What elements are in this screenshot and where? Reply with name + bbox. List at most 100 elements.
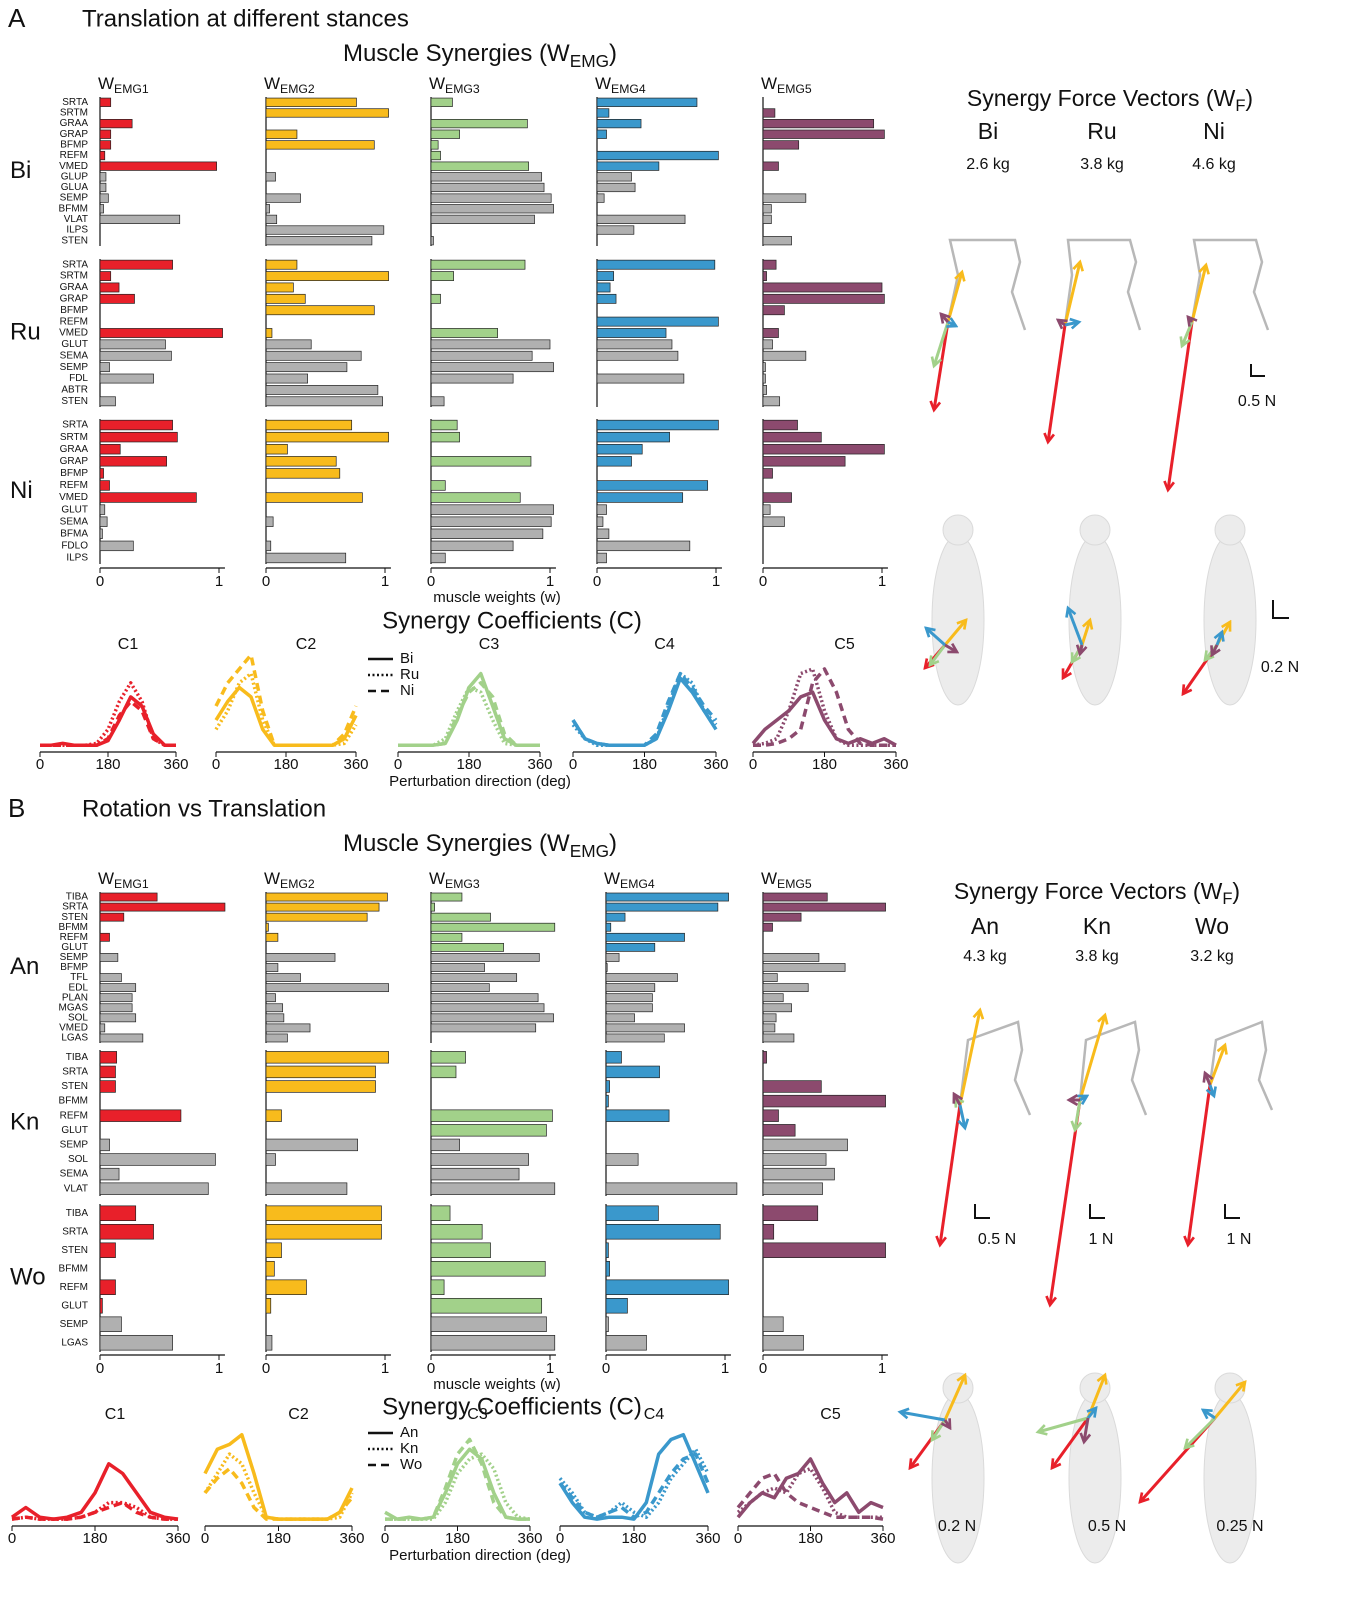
bar	[762, 129, 885, 139]
bar	[99, 328, 223, 338]
bar	[762, 993, 784, 1003]
bar	[430, 1003, 545, 1013]
muscle-label: SEMP	[60, 193, 89, 204]
bar	[99, 172, 107, 182]
synergy-name-sub: EMG5	[777, 82, 812, 96]
bar	[762, 140, 800, 150]
bar	[762, 282, 883, 293]
synergy-name-sub: EMG2	[280, 82, 315, 96]
coefficient-name: C1	[105, 1406, 126, 1423]
legend-label: An	[400, 1424, 418, 1441]
bar	[430, 1023, 537, 1033]
bar	[596, 444, 643, 455]
bar	[99, 204, 104, 214]
bar	[265, 912, 368, 922]
bar	[762, 1080, 822, 1093]
force-vectors-title-main: Synergy Force Vectors (W	[967, 85, 1236, 111]
bar	[99, 468, 104, 479]
bar	[596, 150, 719, 161]
coefficient-line	[10, 1462, 179, 1521]
bar	[99, 1242, 116, 1258]
coefficient-line	[751, 690, 897, 747]
bar	[99, 129, 112, 139]
coefficient-name: C3	[479, 636, 500, 653]
condition-mass: 3.8 kg	[1080, 156, 1124, 173]
bar	[430, 193, 552, 203]
muscle-label: GLUT	[61, 339, 88, 350]
synergies-title-main: Muscle Synergies (W	[343, 40, 570, 67]
bar	[430, 932, 463, 942]
bar	[596, 431, 670, 443]
bar	[265, 993, 276, 1003]
synergy-name-sub: EMG1	[114, 877, 149, 891]
muscle-label: BFMM	[59, 1096, 88, 1107]
muscle-label: SEMP	[60, 952, 89, 963]
synergy-name-sub: EMG3	[445, 82, 480, 96]
bar	[265, 1023, 311, 1033]
x-tick-label: 180	[621, 1530, 646, 1547]
bar	[99, 892, 158, 902]
bar	[430, 204, 554, 214]
bar	[762, 1153, 827, 1166]
coefficient-line	[40, 699, 176, 747]
bar	[265, 214, 278, 224]
synergy-name: WEMG2	[264, 869, 315, 891]
bar	[762, 293, 885, 304]
bar	[265, 236, 373, 246]
bar	[430, 182, 545, 193]
force-vectors-title-main: Synergy Force Vectors (W	[954, 878, 1223, 904]
synergy-name-sub: EMG2	[280, 877, 315, 891]
bar	[596, 193, 605, 203]
muscle-label: VLAT	[64, 214, 88, 225]
x-tick-label: 360	[703, 756, 728, 773]
bar	[762, 1334, 804, 1351]
coefficient-line	[398, 685, 540, 747]
x-tick-label: 0	[759, 1360, 767, 1377]
bar	[762, 516, 785, 527]
muscle-label: SRTA	[62, 97, 88, 108]
bar	[605, 942, 656, 952]
bar	[99, 456, 167, 467]
bar	[762, 118, 875, 129]
bar	[762, 468, 773, 479]
bar	[430, 350, 533, 361]
x-tick-label: 180	[798, 1530, 823, 1547]
coefficient-line	[753, 667, 896, 747]
bar	[430, 214, 535, 224]
synergy-name: WEMG3	[429, 74, 480, 96]
coefficient-line	[40, 681, 176, 747]
muscle-label: FDL	[69, 373, 88, 384]
muscle-label: BFMP	[60, 140, 88, 151]
force-vectors-title-end: )	[1232, 878, 1240, 904]
x-tick-label: 0	[569, 756, 577, 773]
bar	[762, 953, 820, 962]
bar	[605, 1065, 660, 1079]
muscle-label: MGAS	[59, 1002, 89, 1013]
muscle-label: GRAA	[60, 118, 89, 129]
x-tick-label: 1	[712, 573, 720, 590]
synergy-name-main: W	[761, 74, 777, 93]
x-tick-label: 360	[339, 1530, 364, 1547]
muscle-label: BFMM	[59, 203, 88, 214]
bar	[762, 1167, 835, 1181]
bar	[430, 161, 529, 171]
bar	[99, 431, 178, 443]
bar	[430, 1297, 543, 1314]
group-label: Ru	[10, 318, 41, 345]
bar	[596, 504, 607, 515]
synergy-name: WEMG5	[761, 869, 812, 891]
bar	[430, 552, 446, 564]
muscle-label: ABTR	[61, 385, 88, 396]
coefficient-line	[398, 671, 540, 747]
synergy-name: WEMG4	[595, 74, 646, 96]
bar	[605, 953, 620, 962]
bar	[430, 293, 441, 304]
bar	[99, 140, 112, 150]
bar	[430, 271, 454, 281]
muscle-label: LGAS	[61, 1033, 88, 1044]
muscle-label: SEMA	[60, 1169, 89, 1180]
muscle-label: VMED	[59, 492, 88, 503]
bar	[605, 1094, 609, 1108]
force-vectors-title-sub: F	[1222, 889, 1232, 908]
group-label: Ni	[10, 477, 33, 504]
